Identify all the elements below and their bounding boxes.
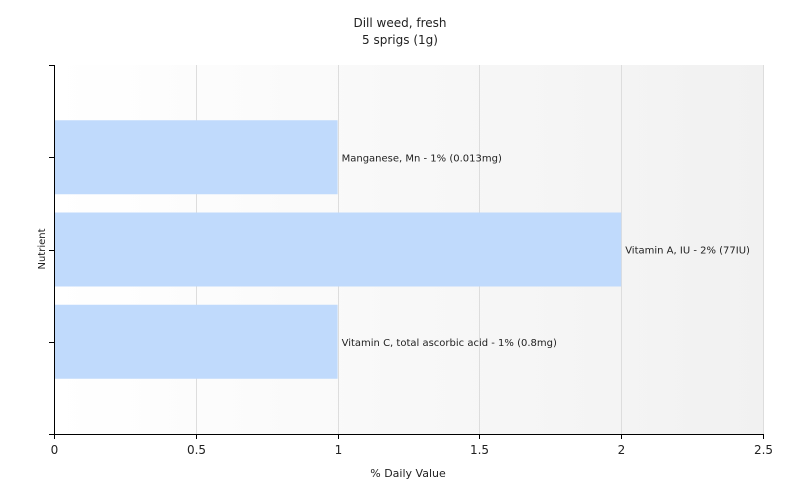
x-tick-label: 2 xyxy=(618,443,626,457)
x-axis-label: % Daily Value xyxy=(370,467,446,480)
x-tick-label: 0.5 xyxy=(187,443,206,457)
bar-labels: Manganese, Mn - 1% (0.013mg) Vitamin A, I… xyxy=(342,153,750,349)
x-tick-label: 2.5 xyxy=(754,443,773,457)
x-tick-label: 1.5 xyxy=(470,443,489,457)
bar-label: Vitamin A, IU - 2% (77IU) xyxy=(625,246,750,257)
bar-label: Vitamin C, total ascorbic acid - 1% (0.8… xyxy=(342,338,557,349)
chart-title: Dill weed, fresh xyxy=(353,16,446,30)
bar xyxy=(54,304,338,379)
y-axis-label: Nutrient xyxy=(37,228,48,269)
bar-label: Manganese, Mn - 1% (0.013mg) xyxy=(342,153,502,164)
x-tick-label: 1 xyxy=(335,443,343,457)
bars xyxy=(54,120,622,379)
x-tick-label: 0 xyxy=(51,443,59,457)
axes: 0 0.5 1 1.5 2 2.5 xyxy=(49,65,773,457)
bar xyxy=(54,120,338,195)
bar xyxy=(54,212,622,287)
chart-subtitle: 5 sprigs (1g) xyxy=(362,33,438,47)
